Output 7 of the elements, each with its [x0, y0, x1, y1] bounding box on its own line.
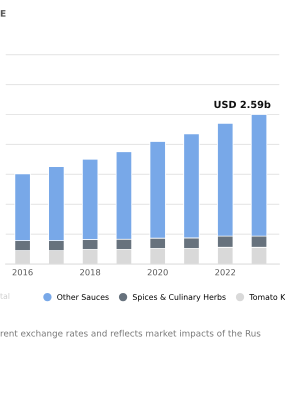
text: rent exchange rates and reflects market impacts of the Rus: [0, 330, 260, 338]
total-label: USD 2.59b: [214, 100, 270, 108]
x-tick-label: 2022: [215, 269, 236, 276]
x-tick-label: 2016: [12, 269, 33, 276]
x-tick-label: 2018: [80, 269, 100, 276]
x-tick-label: 2020: [148, 269, 168, 276]
chart-title: E: [0, 10, 6, 17]
